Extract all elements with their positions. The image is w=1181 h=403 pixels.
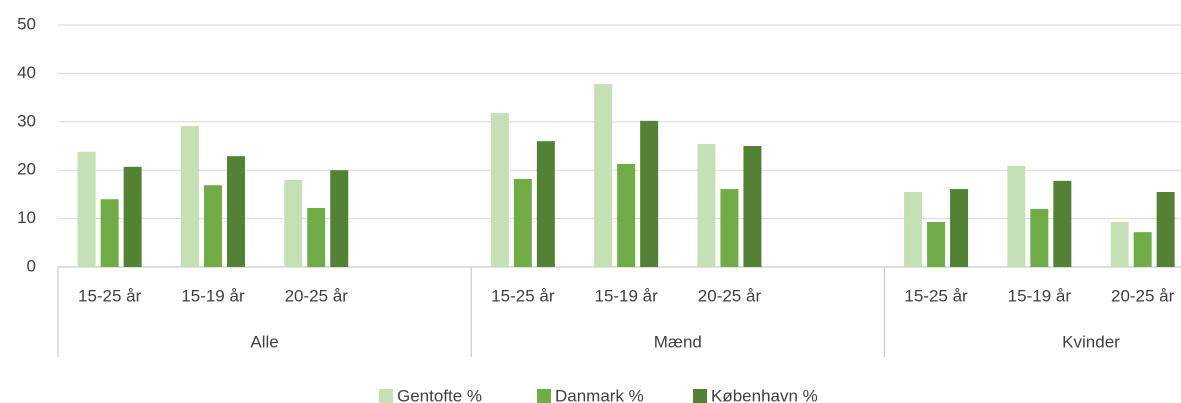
bar [490, 113, 509, 267]
bar [697, 144, 716, 267]
bar [513, 178, 532, 267]
bar [203, 185, 222, 267]
bar [180, 126, 199, 267]
x-tick-label: 15-19 år [1008, 286, 1072, 305]
legend-label: København % [711, 386, 818, 403]
bar [950, 189, 969, 267]
x-tick-label: 15-25 år [78, 286, 142, 305]
bar [743, 146, 762, 267]
bar [594, 84, 613, 267]
bar [536, 141, 555, 267]
legend-swatch [693, 389, 707, 403]
x-tick-label: 20-25 år [285, 286, 349, 305]
bar [1007, 165, 1026, 267]
y-tick-label: 30 [17, 111, 36, 130]
y-tick-label: 10 [17, 208, 36, 227]
y-tick-label: 50 [17, 14, 36, 33]
group-label: Alle [250, 332, 278, 351]
x-tick-label: 15-19 år [181, 286, 245, 305]
x-tick-label: 20-25 år [698, 286, 762, 305]
x-tick-label: 15-25 år [491, 286, 555, 305]
bar [1133, 232, 1152, 267]
bar [330, 170, 349, 267]
legend-label: Danmark % [555, 386, 644, 403]
bar [307, 207, 326, 267]
bar [904, 191, 923, 267]
legend-label: Gentofte % [397, 386, 482, 403]
y-tick-label: 40 [17, 63, 36, 82]
bar [927, 221, 946, 267]
bar [640, 120, 659, 267]
bar [1156, 191, 1175, 267]
x-tick-label: 15-25 år [904, 286, 968, 305]
bar [284, 179, 303, 267]
bar [226, 156, 245, 267]
x-tick-label: 20-25 år [1111, 286, 1175, 305]
bar [617, 163, 636, 267]
legend-swatch [537, 389, 551, 403]
group-label: Kvinder [1062, 332, 1120, 351]
bar [720, 189, 739, 267]
bar [1030, 208, 1049, 267]
x-tick-label: 15-19 år [594, 286, 658, 305]
bar [77, 151, 96, 267]
group-label: Mænd [654, 332, 702, 351]
bar [1053, 180, 1072, 267]
bar [100, 199, 119, 267]
legend-swatch [379, 389, 393, 403]
bar [123, 166, 142, 267]
y-tick-label: 20 [17, 160, 36, 179]
bar [1110, 221, 1129, 267]
y-tick-label: 0 [27, 256, 36, 275]
